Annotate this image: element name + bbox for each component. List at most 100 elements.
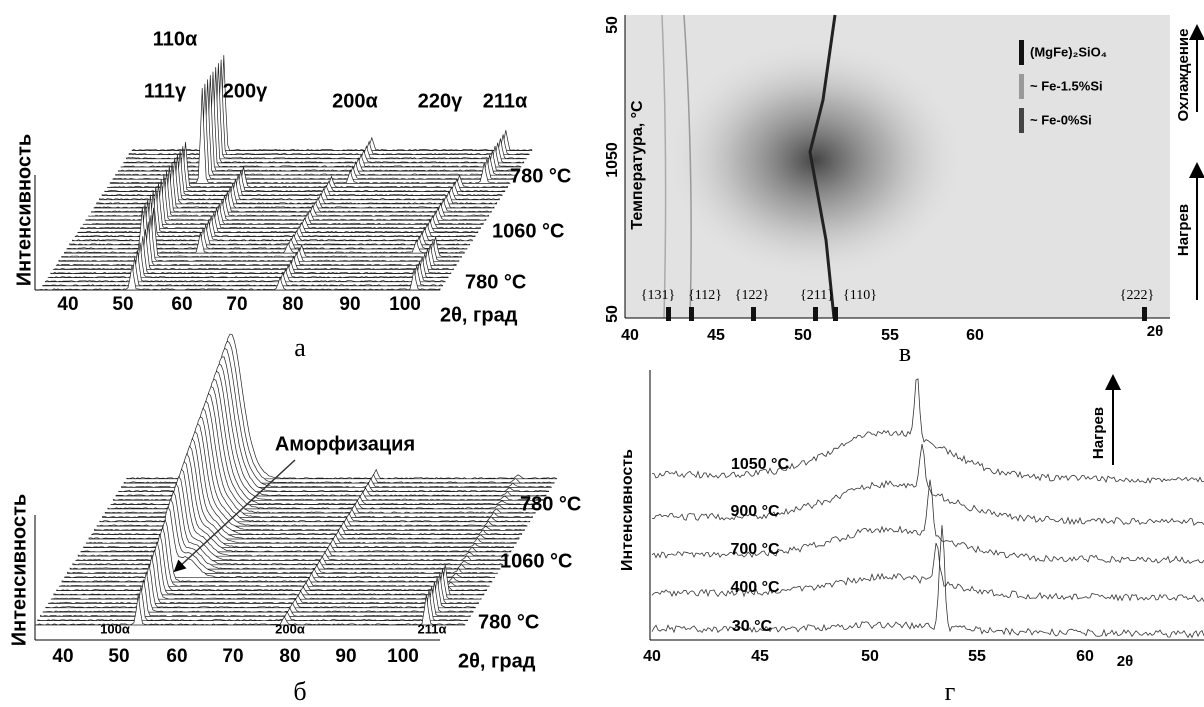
x-tick-label: 100 [389, 294, 421, 315]
temperature-label: 30 °C [732, 618, 773, 635]
trace-line [661, 14, 667, 319]
trace [61, 207, 462, 258]
x-tick-label: 70 [222, 646, 243, 667]
trace-line [808, 14, 837, 319]
trace [39, 264, 441, 291]
caption: б [293, 677, 306, 706]
x-tick-label: 60 [166, 646, 187, 667]
legend-label: ~ Fe-1.5%Si [1030, 78, 1103, 93]
trace [34, 594, 466, 626]
peak-label: 100α [100, 621, 130, 636]
arrow-label: Нагрев [1090, 407, 1107, 459]
reflection-label: {222} [1120, 288, 1154, 303]
y-axis-label: Интенсивность [8, 494, 30, 646]
trace [50, 549, 482, 600]
temperature-label: 780 °C [465, 271, 526, 293]
peak-label: 220γ [418, 90, 463, 112]
caption: г [945, 677, 956, 706]
x-axis-label: 2θ [1117, 653, 1133, 670]
trace [45, 564, 477, 609]
x-tick-label: 90 [339, 294, 360, 315]
x-tick-label: 55 [881, 327, 899, 344]
temperature-label: 1060 °C [500, 550, 573, 572]
x-tick-label: 70 [226, 294, 247, 315]
trace [45, 250, 446, 283]
y-axis-label: Температура, °C [629, 100, 646, 230]
intensity-blob [665, 40, 965, 280]
trace [64, 505, 496, 579]
caption: в [899, 338, 911, 367]
trace [120, 71, 522, 168]
spectrum [651, 378, 1204, 484]
caption: а [294, 333, 306, 362]
peak-label: 211α [418, 621, 447, 636]
spectrum [651, 525, 1204, 639]
x-tick-label: 40 [621, 327, 639, 344]
reflection-marks [666, 307, 1147, 321]
trace [66, 203, 468, 250]
trace [48, 556, 479, 604]
x-tick-label: 40 [52, 646, 73, 667]
trace [55, 221, 457, 266]
x-tick-label: 100 [387, 646, 419, 667]
x-tick-label: 55 [968, 648, 986, 665]
annotation: Аморфизация [275, 433, 415, 455]
panel-v [624, 14, 1204, 321]
trace [80, 183, 481, 229]
x-tick-label: 50 [112, 294, 133, 315]
panel-b [34, 333, 558, 641]
temperature-label: 780 °C [510, 165, 571, 187]
temperature-label: 1050 °C [731, 456, 789, 473]
y-tick-label: 50 [604, 16, 621, 34]
x-axis-label: 2θ, град [458, 650, 536, 672]
trace-line [683, 14, 692, 319]
trace [131, 55, 533, 151]
annotation-arrow [173, 459, 296, 573]
x-tick-label: 60 [1076, 648, 1094, 665]
trace [67, 497, 498, 574]
y-tick-label: 1050 [604, 142, 621, 178]
temperature-label: 1060 °C [492, 220, 565, 242]
trace [47, 242, 449, 279]
x-tick-label: 90 [335, 646, 356, 667]
trace [69, 199, 471, 246]
trace [128, 59, 530, 156]
x-tick-label: 60 [171, 294, 192, 315]
y-axis-label: Интенсивность [13, 134, 35, 286]
trace [74, 191, 476, 238]
reflection-label: {211} [800, 288, 834, 303]
trace [126, 63, 527, 160]
peak-label: 200α [275, 621, 305, 636]
reflection-label: {110} [843, 288, 877, 303]
x-tick-label: 50 [794, 327, 812, 344]
legend-swatch [1019, 108, 1024, 133]
reflection-label: {131} [641, 288, 675, 303]
spectrum [651, 443, 1204, 526]
trace [61, 518, 493, 583]
x-tick-label: 40 [643, 648, 661, 665]
trace [72, 194, 473, 242]
arrow-label: Охлаждение [1175, 28, 1192, 121]
legend-swatch [1019, 74, 1024, 99]
trace [53, 229, 454, 270]
x-tick-label: 40 [57, 294, 78, 315]
peak-label: 200γ [223, 80, 268, 102]
x-tick-label: 50 [861, 648, 879, 665]
peak-label: 110α [153, 28, 198, 50]
x-tick-label: 80 [279, 646, 300, 667]
reflection-label: {112} [688, 288, 722, 303]
arrow-label: Нагрев [1175, 204, 1192, 256]
trace [42, 571, 474, 613]
legend-swatch [1019, 40, 1024, 65]
trace [77, 186, 479, 234]
legend-label: (MgFe)₂SiO₄ [1030, 44, 1107, 59]
peak-label: 111γ [144, 80, 187, 102]
peak-label: 211α [483, 90, 528, 112]
trace [58, 215, 460, 262]
trace [42, 257, 444, 287]
y-axis-label: Интенсивность [619, 449, 636, 571]
temperature-label: 780 °C [520, 493, 581, 515]
x-tick-label: 50 [108, 646, 129, 667]
temperature-label: 780 °C [478, 611, 539, 633]
